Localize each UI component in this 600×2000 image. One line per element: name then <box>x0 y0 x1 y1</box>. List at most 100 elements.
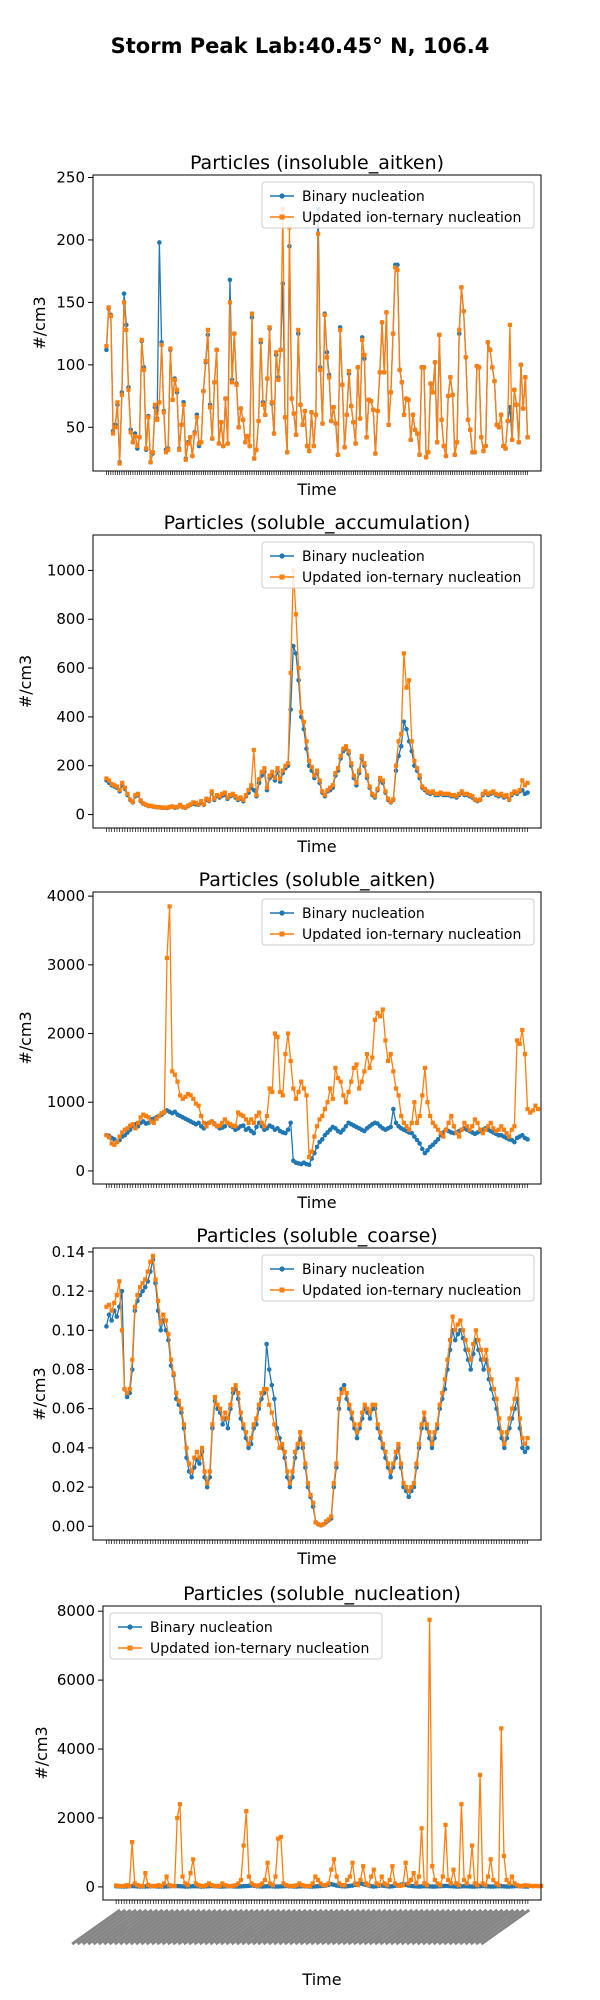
data-point <box>533 1103 538 1108</box>
data-point <box>243 1430 249 1435</box>
data-point <box>412 1100 417 1105</box>
data-point <box>382 370 387 375</box>
data-point <box>241 417 246 422</box>
data-point <box>433 791 438 796</box>
data-point <box>177 447 182 452</box>
data-point <box>414 1120 420 1125</box>
data-point <box>325 788 330 793</box>
x-tick-label <box>395 1908 446 1946</box>
data-point <box>459 1127 464 1132</box>
data-point <box>225 441 230 446</box>
data-point <box>309 410 314 415</box>
data-point <box>488 1857 493 1862</box>
x-tick-label <box>469 1908 520 1946</box>
data-point <box>502 1441 507 1447</box>
data-point <box>152 402 158 407</box>
data-point <box>483 1883 488 1888</box>
x-tick-label <box>326 1908 377 1946</box>
data-point <box>366 1883 371 1888</box>
data-point <box>452 452 457 457</box>
data-point <box>499 791 504 796</box>
x-tick-label <box>374 1908 424 1946</box>
data-point <box>388 799 393 804</box>
data-point <box>468 1357 473 1362</box>
data-point <box>201 802 206 807</box>
data-point <box>399 1113 404 1119</box>
data-point <box>411 1481 416 1486</box>
data-point <box>254 1883 260 1888</box>
data-point <box>487 347 493 352</box>
data-point <box>515 1377 520 1382</box>
data-point <box>388 390 393 395</box>
data-point <box>346 1089 351 1095</box>
data-point <box>343 744 349 749</box>
data-point <box>446 1120 451 1125</box>
data-point <box>443 453 449 459</box>
data-point <box>426 450 431 455</box>
data-point <box>441 443 446 449</box>
chart-title: Particles (insoluble_aitken) <box>190 152 444 174</box>
data-point <box>307 448 312 454</box>
data-point <box>370 1402 375 1407</box>
data-point <box>193 800 199 805</box>
data-point <box>212 796 217 801</box>
data-point <box>273 1874 278 1879</box>
data-point <box>241 797 246 803</box>
data-point <box>458 1318 463 1323</box>
data-point <box>312 773 317 778</box>
data-point <box>520 1883 525 1888</box>
x-tick-label <box>390 1908 440 1946</box>
data-point <box>366 397 371 402</box>
data-point <box>291 643 296 649</box>
series-binary <box>104 643 530 811</box>
data-point <box>323 1883 329 1888</box>
data-point <box>451 1124 456 1129</box>
data-point <box>414 1461 419 1466</box>
data-point <box>230 1123 235 1128</box>
data-point <box>222 790 227 795</box>
data-point <box>333 421 338 426</box>
data-point <box>342 1883 347 1888</box>
data-point <box>193 1881 198 1886</box>
data-point <box>464 1881 469 1886</box>
x-axis-label: Time <box>296 480 336 499</box>
data-point <box>522 783 528 788</box>
x-tick-label <box>87 1908 137 1946</box>
data-point <box>151 804 156 809</box>
x-tick-label <box>379 1908 430 1946</box>
data-point <box>475 1883 480 1888</box>
data-point <box>485 340 490 345</box>
y-tick-label: 150 <box>56 293 85 311</box>
y-tick-label: 100 <box>56 356 85 374</box>
data-point <box>454 1881 459 1886</box>
data-point <box>488 1120 493 1125</box>
data-point <box>367 1065 372 1070</box>
data-point <box>267 325 272 330</box>
data-point <box>403 1860 408 1865</box>
data-point <box>502 1445 507 1451</box>
x-tick-label <box>92 1908 143 1946</box>
legend-marker <box>279 574 285 580</box>
x-tick-label <box>182 1908 233 1946</box>
data-point <box>328 785 333 790</box>
data-point <box>457 791 462 796</box>
data-point <box>262 766 267 771</box>
data-point <box>452 1337 458 1343</box>
data-point <box>196 1883 201 1888</box>
data-point <box>106 305 111 310</box>
data-point <box>475 798 480 803</box>
data-point <box>503 446 508 451</box>
data-point <box>445 1357 450 1362</box>
data-point <box>375 408 380 414</box>
data-point <box>510 437 515 442</box>
data-point <box>148 460 153 465</box>
data-point <box>124 1394 130 1400</box>
data-point <box>128 1123 133 1128</box>
data-point <box>252 456 257 461</box>
data-point <box>259 1390 264 1396</box>
data-point <box>449 1113 454 1119</box>
y-axis-label: #/cm3 <box>16 655 35 708</box>
data-point <box>233 1383 238 1388</box>
data-point <box>277 1445 282 1450</box>
data-point <box>201 388 206 394</box>
